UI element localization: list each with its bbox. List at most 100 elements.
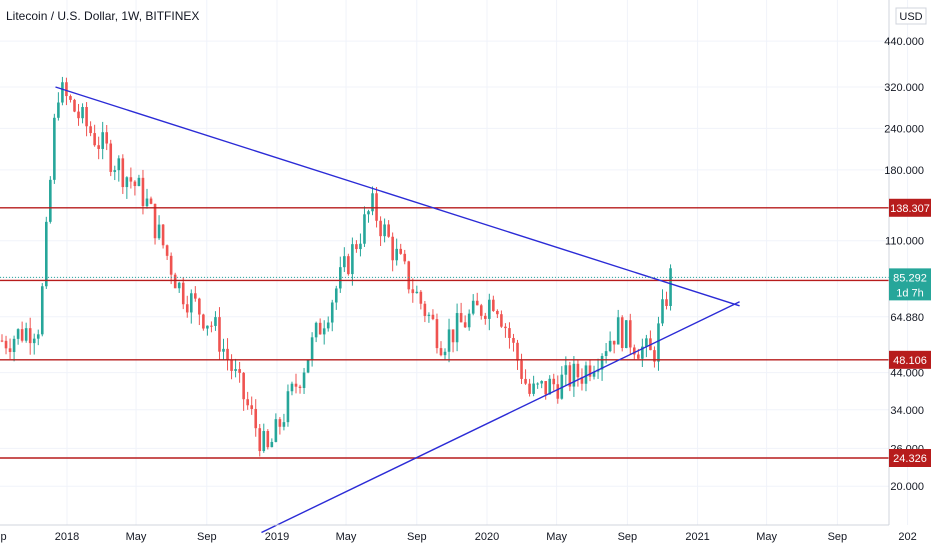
candle-body (145, 198, 149, 207)
candle-body (455, 313, 459, 343)
candle-body (24, 328, 28, 341)
candle-body (600, 355, 604, 370)
candle-body (137, 177, 141, 187)
candle-body (407, 261, 411, 290)
candle-body (101, 132, 104, 149)
candle-body (620, 317, 624, 348)
candle-body (576, 363, 580, 378)
candle-body (387, 224, 390, 237)
candle-body (173, 274, 177, 289)
candle-body (121, 158, 125, 188)
candle-body (226, 348, 229, 360)
candle-body (516, 342, 519, 361)
candle-body (185, 304, 189, 313)
candle-body (282, 422, 286, 427)
candle-body (612, 340, 616, 345)
candle-body (105, 132, 109, 144)
price-tick-label: 320.000 (884, 82, 924, 94)
candle-body (49, 179, 52, 222)
candle-body (604, 351, 608, 356)
candle-body (53, 117, 56, 180)
candle-body (36, 334, 40, 339)
candle-body (351, 244, 354, 275)
candle-body (32, 338, 36, 344)
candle-body (202, 314, 205, 329)
chart-title: Litecoin / U.S. Dollar, 1W, BITFINEX (6, 9, 199, 23)
candle-body (371, 193, 374, 212)
candle-body (274, 419, 278, 442)
candle-body (222, 348, 225, 352)
candle-body (488, 299, 491, 319)
candle-body (439, 348, 443, 356)
candle-body (210, 325, 213, 327)
candle-body (520, 360, 523, 379)
candle-body (81, 107, 84, 119)
candle-body (616, 317, 620, 345)
candle-body (608, 340, 612, 352)
candle-body (500, 314, 503, 327)
time-axis[interactable]: Sep 2018 May Sep 2019 May Sep 2020 May Sep 2021 May… (0, 531, 917, 543)
price-tick-label: 240.000 (884, 123, 924, 135)
candle-body (290, 383, 294, 392)
candle-body (544, 381, 547, 395)
candle-body (20, 329, 24, 341)
candle-body (653, 350, 656, 362)
candle-body (298, 386, 302, 388)
candle-body (447, 329, 451, 352)
candle-body (359, 243, 362, 250)
candle-body (508, 328, 511, 338)
candle-body (536, 383, 539, 385)
candle-body (310, 337, 314, 361)
time-tick-label: Sep (407, 531, 427, 543)
candle-body (633, 347, 636, 355)
candle-body (57, 102, 60, 118)
candle-body (395, 248, 398, 261)
candle-body (141, 177, 145, 207)
candle-body (314, 322, 318, 338)
candle-body (266, 431, 270, 448)
price-tick-label: 180.000 (884, 165, 924, 177)
candle-body (234, 369, 237, 371)
candle-body (97, 145, 100, 149)
candle-body (230, 359, 233, 371)
time-tick-label: Sep (0, 531, 7, 543)
candle-body (73, 99, 76, 112)
candle-body (177, 282, 181, 289)
candle-body (133, 181, 137, 187)
last-price-badge (889, 268, 931, 301)
candle-body (419, 291, 423, 304)
candle-body (415, 291, 419, 294)
currency-box[interactable] (895, 7, 927, 25)
candle-body (157, 224, 161, 239)
candle-body (403, 253, 407, 262)
candle-body (427, 314, 431, 316)
price-tick-label: 440.000 (884, 36, 924, 48)
candle-body (326, 322, 330, 329)
candle-body (391, 236, 394, 261)
candle-body (270, 441, 274, 448)
candle-body (492, 299, 495, 311)
price-tick-label: 64.880 (890, 312, 924, 324)
candle-body (355, 244, 358, 250)
candle-body (218, 317, 221, 352)
candle-body (0, 340, 4, 342)
candle-body (69, 96, 72, 100)
level-badge (889, 449, 931, 467)
candle-body (411, 289, 415, 294)
candle-body (568, 365, 572, 387)
candle-body (322, 328, 326, 335)
candle-body (250, 405, 253, 409)
time-tick-label: Sep (197, 531, 217, 543)
candle-body (12, 338, 16, 353)
candle-body (645, 338, 648, 347)
candle-body (443, 351, 447, 356)
candle-body (431, 314, 435, 320)
candle-body (246, 399, 249, 406)
price-tick-label: 44.000 (890, 368, 924, 380)
candle-body (479, 305, 483, 316)
candle-body (242, 372, 245, 400)
price-tick-label: 34.000 (890, 405, 924, 417)
candle-body (4, 340, 8, 349)
candle-body (588, 365, 592, 377)
